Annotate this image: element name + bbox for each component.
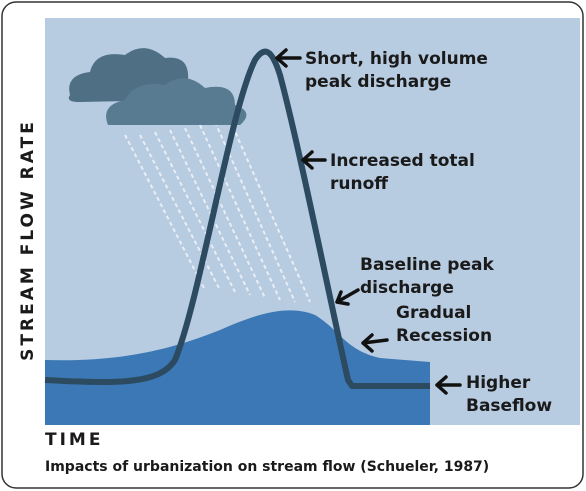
annotation: Gradual — [396, 303, 471, 323]
annotation: discharge — [360, 278, 454, 298]
annotation: Higher — [466, 373, 531, 393]
annotation: peak discharge — [305, 72, 451, 92]
annotation: Baseline peak — [360, 255, 494, 275]
caption: Impacts of urbanization on stream flow (… — [45, 459, 489, 475]
annotation: Increased total — [330, 151, 475, 171]
y-axis-label: STREAM FLOW RATE — [18, 119, 38, 361]
annotation: Baseflow — [466, 396, 552, 416]
annotation: Short, high volume — [305, 49, 488, 69]
x-axis-label: TIME — [45, 430, 103, 450]
annotation: runoff — [330, 174, 388, 194]
diagram: STREAM FLOW RATE TIME Impacts of urbaniz… — [0, 0, 586, 491]
annotation: Recession — [396, 326, 492, 346]
